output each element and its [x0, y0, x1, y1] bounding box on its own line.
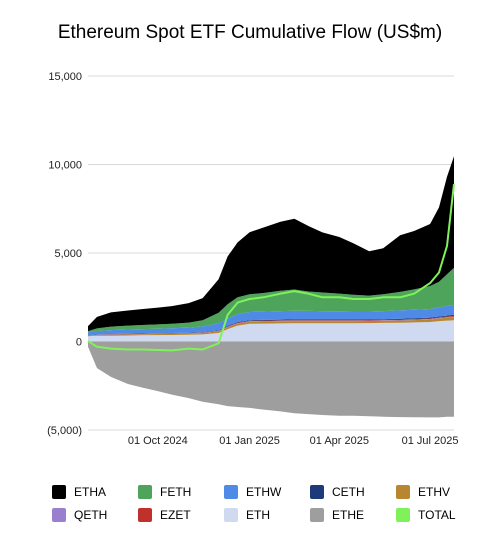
legend-item-feth: FETH [138, 485, 224, 499]
legend-swatch [52, 508, 66, 522]
area-series-ceth [88, 314, 454, 336]
area-layer [88, 156, 454, 418]
legend-label: EZET [160, 508, 191, 522]
legend-label: ETHV [418, 485, 451, 499]
legend-label: ETHE [332, 508, 365, 522]
tick-layer: 15,000 10,000 5,000 0 (5,000) 01 Oct 2024 01 J… [47, 71, 458, 447]
y-tick-label: 5,000 [54, 248, 82, 260]
area-series-ethw [88, 304, 454, 336]
y-tick-label: 10,000 [48, 160, 82, 172]
x-tick-label: 01 Jul 2025 [402, 435, 459, 447]
legend-label: ETH [246, 508, 270, 522]
legend-swatch [310, 508, 324, 522]
legend-item-qeth: QETH [52, 508, 138, 522]
legend-row: ETHA FETH ETHW CETH ETHV [52, 482, 482, 502]
legend-item-ceth: CETH [310, 485, 396, 499]
legend-item-etha: ETHA [52, 485, 138, 499]
legend-label: ETHW [246, 485, 282, 499]
legend-swatch [138, 508, 152, 522]
legend-label: QETH [74, 508, 108, 522]
area-series-eth [88, 320, 454, 342]
legend-item-eth: ETH [224, 508, 310, 522]
legend-swatch [396, 485, 410, 499]
y-tick-label: 0 [76, 337, 82, 349]
legend-item-ethe: ETHE [310, 508, 396, 522]
line-layer [87, 183, 455, 352]
chart-title: Ethereum Spot ETF Cumulative Flow (US$m) [57, 22, 443, 43]
y-tick-label: (5,000) [47, 425, 82, 437]
area-series-etha [88, 156, 454, 332]
legend-swatch [396, 508, 410, 522]
legend-item-ethw: ETHW [224, 485, 310, 499]
legend: ETHA FETH ETHW CETH ETHV QETH EZET ETH ETHE TOTAL [52, 482, 482, 528]
legend-label: TOTAL [418, 508, 456, 522]
legend-swatch [138, 485, 152, 499]
legend-label: FETH [160, 485, 192, 499]
area-series-ethe [88, 341, 454, 418]
legend-row: QETH EZET ETH ETHE TOTAL [52, 505, 482, 525]
y-tick-label: 15,000 [48, 71, 82, 83]
legend-swatch [310, 485, 324, 499]
x-tick-label: 01 Apr 2025 [310, 435, 369, 447]
legend-swatch [52, 485, 66, 499]
x-tick-label: 01 Oct 2024 [128, 435, 188, 447]
area-series-feth [88, 267, 454, 333]
legend-item-ezet: EZET [138, 508, 224, 522]
legend-label: CETH [332, 485, 365, 499]
legend-swatch [224, 485, 238, 499]
legend-item-ethv: ETHV [396, 485, 482, 499]
chart-plot: 15,000 10,000 5,000 0 (5,000) 01 Oct 2024 01 J… [47, 71, 458, 447]
area-series-ethv [88, 317, 454, 337]
legend-item-total: TOTAL [396, 508, 482, 522]
legend-label: ETHA [74, 485, 107, 499]
x-tick-label: 01 Jan 2025 [219, 435, 280, 447]
line-series-total [87, 183, 455, 352]
legend-swatch [224, 508, 238, 522]
